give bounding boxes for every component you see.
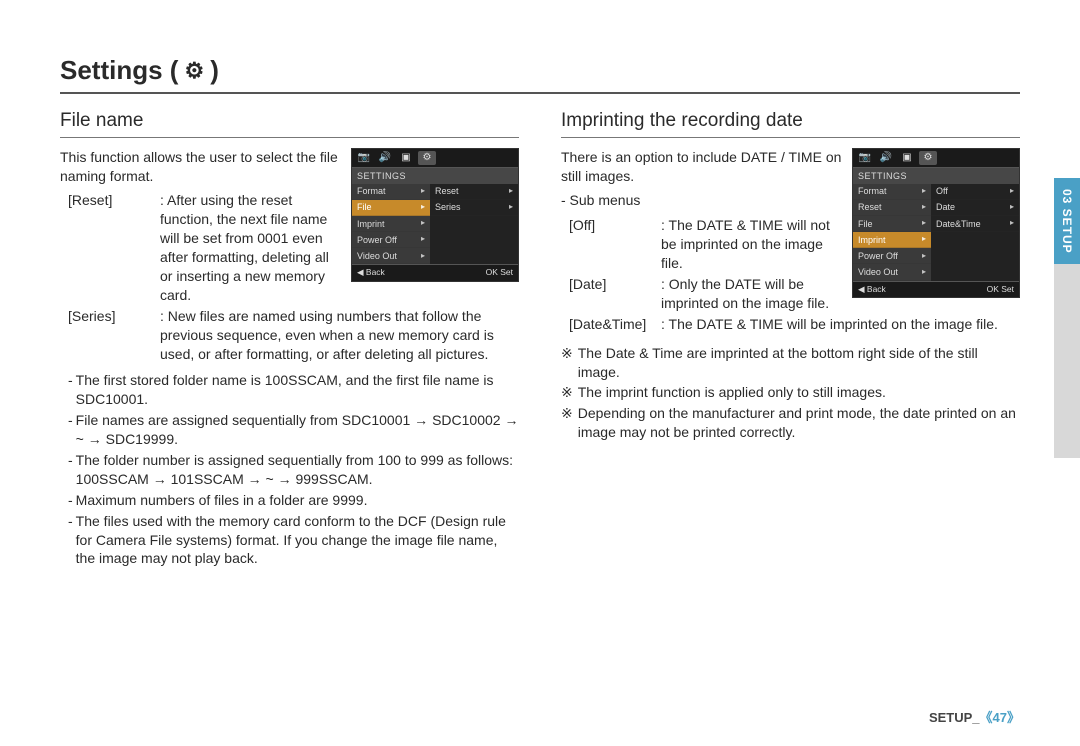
lcd-tab-camera-icon: 📷 [856,151,874,165]
option-row: [Series]: New files are named using numb… [68,307,519,364]
side-tab-strip: 03 SETUP [1054,178,1080,458]
note-item: Depending on the manufacturer and print … [561,404,1020,442]
lcd-body: Format▸File▸Imprint▸Power Off▸Video Out▸… [352,184,518,265]
lcd-footer: ◀ Back OK Set [352,264,518,280]
bullet-item: File names are assigned sequentially fro… [68,411,519,449]
option-row: [Reset]: After using the reset function,… [68,191,341,304]
note-item: The imprint function is applied only to … [561,383,1020,402]
option-value: : The DATE & TIME will not be imprinted … [661,216,842,273]
note-item: The Date & Time are imprinted at the bot… [561,344,1020,382]
lcd-back-label: ◀ Back [357,267,385,278]
title-suffix: ) [210,55,219,86]
lcd-menu-item: Video Out▸ [853,264,931,280]
footer-label: SETUP_ [929,710,980,725]
lcd-tab-display-icon: ▣ [397,151,415,165]
lcd-header: SETTINGS [853,168,1019,184]
lcd-menu-item: Power Off▸ [352,232,430,248]
bullet-list: The first stored folder name is 100SSCAM… [68,371,519,568]
option-value: : The DATE & TIME will be imprinted on t… [661,315,1020,334]
lcd-tab-display-icon: ▣ [898,151,916,165]
lcd-menu-item: Reset▸ [430,184,518,200]
two-column-layout: File name 📷 🔊 ▣ ⚙ SETTINGS Format▸File▸I… [60,108,1020,570]
lcd-right-menu: Off▸Date▸Date&Time▸ [931,184,1019,281]
option-key: [Reset] [68,191,160,304]
lcd-menu-item: Imprint▸ [853,232,931,248]
lcd-menu-item: Power Off▸ [853,248,931,264]
lcd-tab-settings-icon: ⚙ [919,151,937,165]
lcd-menu-item: File▸ [352,200,430,216]
lcd-preview-imprint: 📷 🔊 ▣ ⚙ SETTINGS Format▸Reset▸File▸Impri… [852,148,1020,298]
lcd-menu-item: Format▸ [853,184,931,200]
lcd-tab-sound-icon: 🔊 [877,151,895,165]
lcd-right-menu: Reset▸Series▸ [430,184,518,265]
lcd-menu-item: Date&Time▸ [931,216,1019,232]
lcd-back-label: ◀ Back [858,284,886,295]
option-key: [Series] [68,307,160,364]
lcd-tab-settings-icon: ⚙ [418,151,436,165]
option-key: [Off] [569,216,661,273]
option-row: [Off]: The DATE & TIME will not be impri… [569,216,842,273]
lcd-menu-item: File▸ [853,216,931,232]
lcd-menu-item: Imprint▸ [352,216,430,232]
page-footer: SETUP_《47》 [929,707,1020,726]
gear-icon: ⚙ [184,58,204,84]
footer-page-number: 《47》 [980,710,1020,725]
section-heading-filename: File name [60,108,519,138]
side-tab-label: 03 SETUP [1054,178,1080,264]
lcd-left-menu: Format▸Reset▸File▸Imprint▸Power Off▸Vide… [853,184,931,281]
bullet-item: The first stored folder name is 100SSCAM… [68,371,519,409]
lcd-body: Format▸Reset▸File▸Imprint▸Power Off▸Vide… [853,184,1019,281]
lcd-menu-item: Video Out▸ [352,248,430,264]
page-title: Settings ( ⚙ ) [60,55,1020,94]
option-key: [Date&Time] [569,315,661,334]
option-value: : Only the DATE will be imprinted on the… [661,275,842,313]
bullet-item: The files used with the memory card conf… [68,512,519,569]
lcd-ok-label: OK Set [987,284,1014,295]
lcd-menu-item: Reset▸ [853,200,931,216]
lcd-left-menu: Format▸File▸Imprint▸Power Off▸Video Out▸ [352,184,430,265]
page-content: Settings ( ⚙ ) File name 📷 🔊 ▣ ⚙ SETTING… [60,55,1020,570]
left-column: File name 📷 🔊 ▣ ⚙ SETTINGS Format▸File▸I… [60,108,519,570]
option-row: [Date]: Only the DATE will be imprinted … [569,275,842,313]
notes-list: The Date & Time are imprinted at the bot… [561,344,1020,442]
bullet-item: Maximum numbers of files in a folder are… [68,491,519,510]
lcd-ok-label: OK Set [486,267,513,278]
option-row: [Date&Time]: The DATE & TIME will be imp… [569,315,1020,334]
lcd-menu-item: Date▸ [931,200,1019,216]
right-column: Imprinting the recording date 📷 🔊 ▣ ⚙ SE… [561,108,1020,570]
lcd-tab-camera-icon: 📷 [355,151,373,165]
lcd-preview-file: 📷 🔊 ▣ ⚙ SETTINGS Format▸File▸Imprint▸Pow… [351,148,519,282]
option-value: : New files are named using numbers that… [160,307,519,364]
lcd-menu-item: Series▸ [430,200,518,216]
lcd-menu-item: Off▸ [931,184,1019,200]
lcd-footer: ◀ Back OK Set [853,281,1019,297]
bullet-item: The folder number is assigned sequential… [68,451,519,489]
section-heading-imprint: Imprinting the recording date [561,108,1020,138]
option-value: : After using the reset function, the ne… [160,191,341,304]
title-prefix: Settings ( [60,55,178,86]
lcd-tab-sound-icon: 🔊 [376,151,394,165]
lcd-menu-item: Format▸ [352,184,430,200]
option-key: [Date] [569,275,661,313]
lcd-header: SETTINGS [352,168,518,184]
lcd-tab-bar: 📷 🔊 ▣ ⚙ [853,149,1019,168]
lcd-tab-bar: 📷 🔊 ▣ ⚙ [352,149,518,168]
